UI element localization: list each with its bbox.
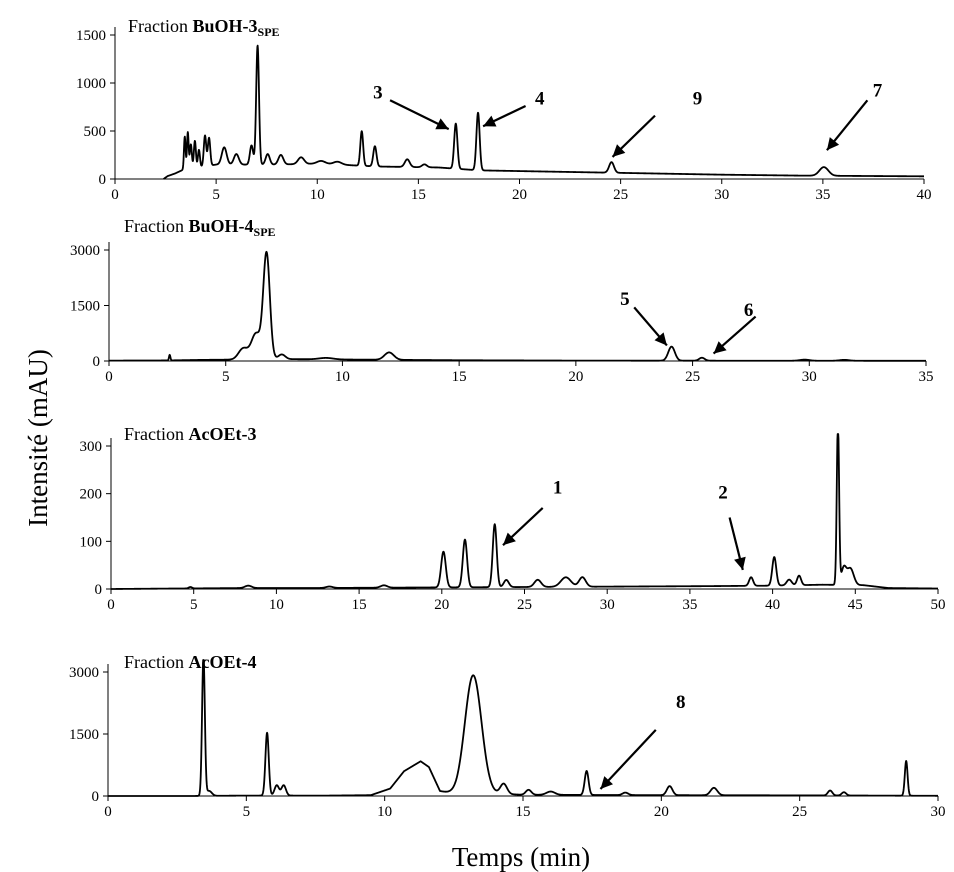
y-tick-label: 200 bbox=[80, 487, 103, 503]
panel-title: Fraction BuOH-4SPE bbox=[124, 216, 276, 239]
panel-title: Fraction BuOH-3SPE bbox=[128, 16, 280, 39]
peak-label: 8 bbox=[676, 692, 686, 713]
y-tick-label: 500 bbox=[84, 124, 107, 140]
y-tick-label: 0 bbox=[93, 354, 101, 370]
peak-arrow-head bbox=[600, 776, 613, 789]
y-tick-label: 100 bbox=[80, 534, 103, 550]
x-tick-label: 15 bbox=[452, 369, 467, 385]
x-tick-label: 0 bbox=[107, 597, 115, 613]
x-tick-label: 30 bbox=[714, 187, 729, 203]
x-tick-label: 10 bbox=[310, 187, 325, 203]
x-tick-label: 5 bbox=[190, 597, 198, 613]
x-tick-label: 35 bbox=[815, 187, 830, 203]
peak-arrow-head bbox=[654, 332, 667, 346]
x-tick-label: 10 bbox=[377, 804, 392, 820]
peak-label: 2 bbox=[718, 482, 728, 503]
x-tick-label: 40 bbox=[917, 187, 932, 203]
x-tick-label: 0 bbox=[104, 804, 112, 820]
chromatogram-trace bbox=[108, 250, 927, 362]
peak-arrow-head bbox=[435, 118, 449, 130]
peak-label: 7 bbox=[873, 81, 883, 102]
panel-title: Fraction AcOEt-4 bbox=[124, 652, 256, 672]
x-tick-label: 15 bbox=[352, 597, 367, 613]
chromatogram-panel-2: 0 1500 3000 0 5 10 15 20 25 30 35 Fraction BuOH-4SP… bbox=[70, 216, 934, 385]
peak-label: 9 bbox=[693, 88, 703, 109]
x-tick-label: 30 bbox=[931, 804, 946, 820]
peak-label: 6 bbox=[744, 300, 754, 321]
peak-arrow-head bbox=[713, 341, 727, 354]
x-tick-label: 25 bbox=[685, 369, 700, 385]
x-tick-label: 20 bbox=[512, 187, 527, 203]
peak-label: 3 bbox=[373, 83, 383, 104]
y-tick-label: 300 bbox=[80, 439, 103, 455]
x-tick-label: 50 bbox=[931, 597, 946, 613]
x-tick-label: 15 bbox=[516, 804, 531, 820]
y-tick-label: 0 bbox=[95, 582, 103, 598]
x-tick-label: 30 bbox=[802, 369, 817, 385]
x-tick-label: 35 bbox=[919, 369, 934, 385]
y-tick-label: 3000 bbox=[69, 665, 99, 681]
x-axis-title: Temps (min) bbox=[452, 842, 590, 872]
y-tick-label: 1000 bbox=[76, 76, 106, 92]
x-tick-label: 25 bbox=[792, 804, 807, 820]
y-axis-title: Intensité (mAU) bbox=[23, 349, 53, 527]
peak-arrow-head bbox=[826, 137, 840, 151]
x-tick-label: 35 bbox=[682, 597, 697, 613]
peak-label: 4 bbox=[535, 88, 545, 109]
peak-arrow-head bbox=[734, 556, 746, 570]
chromatogram-trace bbox=[107, 659, 939, 797]
x-tick-label: 25 bbox=[613, 187, 628, 203]
chromatogram-trace bbox=[110, 433, 939, 590]
peak-arrow-head bbox=[483, 115, 497, 127]
peak-arrow-head bbox=[612, 144, 626, 157]
x-tick-label: 0 bbox=[111, 187, 119, 203]
x-tick-label: 15 bbox=[411, 187, 426, 203]
peak-label: 1 bbox=[553, 478, 563, 499]
x-tick-label: 5 bbox=[222, 369, 230, 385]
y-tick-label: 0 bbox=[92, 789, 100, 805]
chromatogram-panel-4: 0 1500 3000 0 5 10 15 20 25 30 Fraction AcOEt-4 8 bbox=[69, 652, 946, 820]
x-tick-label: 20 bbox=[568, 369, 583, 385]
x-tick-label: 25 bbox=[517, 597, 532, 613]
x-tick-label: 10 bbox=[269, 597, 284, 613]
panel-title: Fraction AcOEt-3 bbox=[124, 424, 256, 444]
x-tick-label: 5 bbox=[212, 187, 220, 203]
chromatogram-panel-3: 0 100 200 300 0 5 10 15 20 25 30 35 40 45 50 Fraction A… bbox=[80, 424, 946, 613]
chromatogram-trace bbox=[162, 44, 925, 180]
y-tick-label: 3000 bbox=[70, 243, 100, 259]
peak-label: 5 bbox=[620, 289, 630, 310]
y-tick-label: 1500 bbox=[69, 727, 99, 743]
y-tick-label: 1500 bbox=[76, 28, 106, 44]
x-tick-label: 20 bbox=[654, 804, 669, 820]
x-tick-label: 10 bbox=[335, 369, 350, 385]
x-tick-label: 30 bbox=[600, 597, 615, 613]
x-tick-label: 40 bbox=[765, 597, 780, 613]
y-tick-label: 0 bbox=[99, 172, 107, 188]
peak-arrow-shaft bbox=[599, 729, 657, 790]
chromatogram-panel-1: 0 500 1000 1500 0 5 10 15 20 25 30 35 40 Fraction BuO… bbox=[76, 16, 932, 203]
peak-arrow-head bbox=[503, 532, 516, 546]
x-tick-label: 0 bbox=[105, 369, 113, 385]
x-tick-label: 45 bbox=[848, 597, 863, 613]
y-tick-label: 1500 bbox=[70, 299, 100, 315]
x-tick-label: 20 bbox=[434, 597, 449, 613]
x-tick-label: 5 bbox=[243, 804, 251, 820]
